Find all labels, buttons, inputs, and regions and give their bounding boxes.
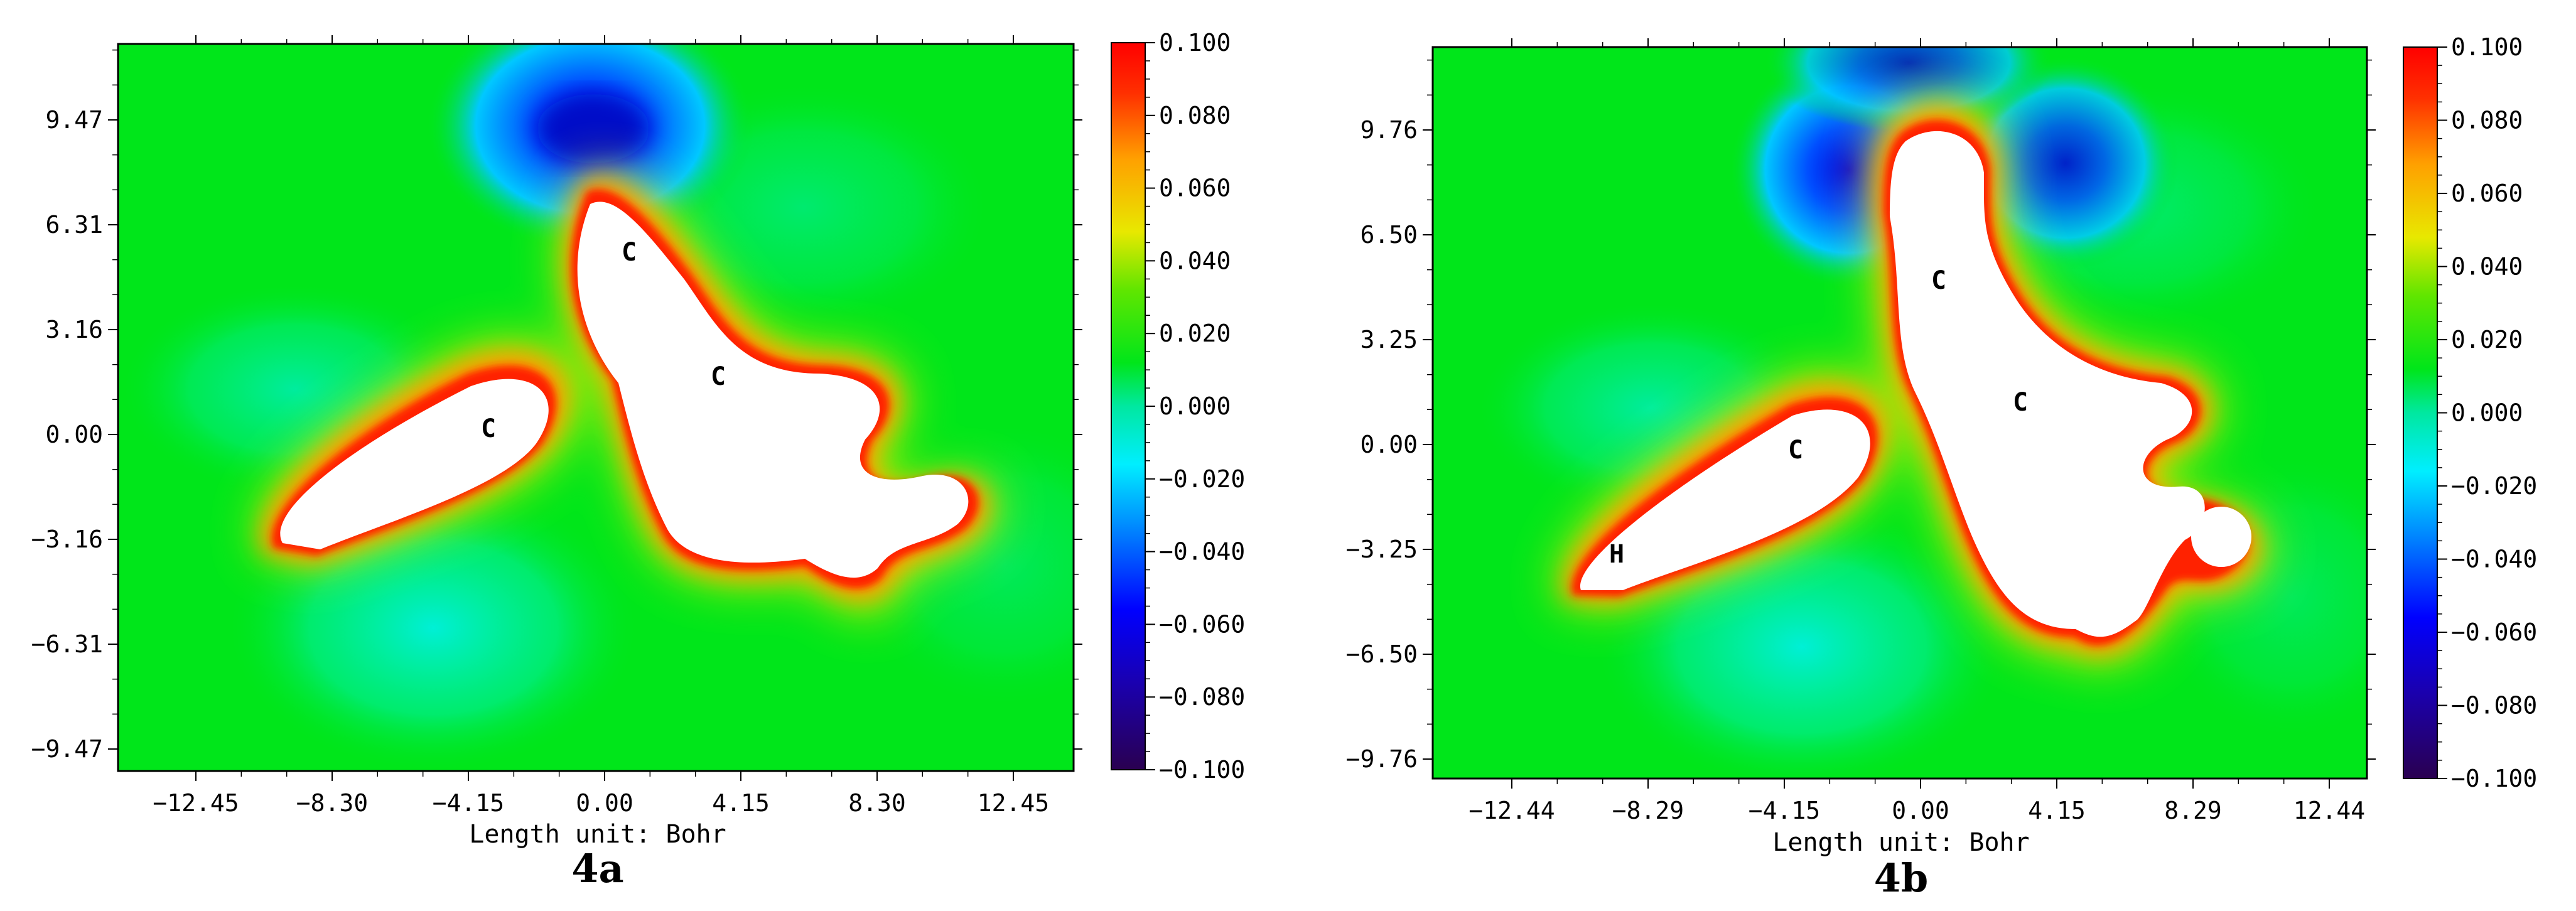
colorbar-tick-label: −0.080 (2451, 692, 2537, 720)
heatmap-4a (118, 44, 1074, 771)
x-tick-label: −8.29 (1612, 797, 1684, 824)
x-tick-label: 12.45 (978, 789, 1049, 817)
y-tick-label: 0.00 (45, 421, 103, 448)
colorbar-tick-label: −0.060 (2451, 618, 2537, 646)
y-tick-label: −3.16 (31, 526, 103, 553)
x-axis-label: Length unit: Bohr (1772, 828, 2029, 857)
colorbar-tick-label: 0.080 (1159, 102, 1231, 129)
atom-label: C (2013, 388, 2028, 417)
atom-label: C (481, 414, 496, 443)
white-zone-b (1580, 131, 2251, 637)
y-tick-label: −9.47 (31, 735, 103, 763)
atom-label: C (1788, 436, 1803, 465)
colorbar-4b (2403, 47, 2437, 779)
x-tick-label: 4.15 (2028, 797, 2086, 824)
x-tick-label: −4.15 (433, 789, 504, 817)
atom-label: H (1609, 540, 1624, 569)
x-axis-ticks-4a: −12.45 −8.30 −4.15 0.00 4.15 8.30 12.45 (153, 35, 1049, 817)
y-tick-label: 0.00 (1360, 431, 1418, 458)
x-tick-label: −12.44 (1469, 797, 1555, 824)
atom-label: C (622, 238, 637, 267)
x-tick-label: 0.00 (1892, 797, 1949, 824)
y-tick-label: −6.50 (1346, 640, 1418, 668)
colorbar-tick-label: 0.040 (2451, 253, 2523, 281)
white-zone-a (280, 202, 969, 578)
panel-4a: C C C 0.100 0.080 0.060 0.040 0.020 0.000 −0.0… (31, 29, 1246, 892)
colorbar-tick-label: 0.020 (2451, 326, 2523, 353)
y-tick-label: 6.50 (1360, 221, 1418, 249)
panel-caption: 4b (1874, 855, 1929, 901)
y-tick-label: 6.31 (45, 211, 103, 239)
colorbar-tick-label: −0.040 (2451, 546, 2537, 573)
y-tick-label: −6.31 (31, 630, 103, 658)
panel-caption: 4a (571, 846, 623, 892)
colorbar-tick-label: 0.060 (2451, 180, 2523, 207)
x-tick-label: 0.00 (576, 789, 633, 817)
colorbar-ticks-4a: 0.100 0.080 0.060 0.040 0.020 0.000 −0.020 −0.0… (1145, 29, 1245, 784)
colorbar-4a (1111, 43, 1145, 770)
colorbar-tick-label: −0.040 (1159, 538, 1245, 566)
colorbar-tick-label: −0.100 (1159, 756, 1245, 784)
y-tick-label: 9.47 (45, 106, 103, 134)
colorbar-tick-label: −0.020 (2451, 472, 2537, 500)
atom-label: C (1931, 266, 1946, 295)
x-axis-label: Length unit: Bohr (469, 820, 726, 849)
y-axis-ticks-4a: 9.47 6.31 3.16 0.00 −3.16 −6.31 −9.47 (31, 49, 1082, 763)
y-tick-label: 3.25 (1360, 326, 1418, 353)
colorbar-tick-label: −0.080 (1159, 683, 1245, 711)
x-tick-label: 8.30 (848, 789, 906, 817)
colorbar-tick-label: 0.080 (2451, 107, 2523, 134)
y-tick-label: −9.76 (1346, 745, 1418, 773)
colorbar-tick-label: −0.100 (2451, 765, 2537, 792)
colorbar-tick-label: 0.040 (1159, 247, 1231, 274)
x-tick-label: 12.44 (2293, 797, 2365, 824)
x-tick-label: −4.15 (1749, 797, 1820, 824)
y-axis-ticks-4b: 9.76 6.50 3.25 0.00 −3.25 −6.50 −9.76 (1346, 59, 2376, 773)
colorbar-tick-label: 0.100 (1159, 29, 1231, 57)
y-tick-label: −3.25 (1346, 536, 1418, 563)
colorbar-tick-label: 0.000 (1159, 392, 1231, 420)
y-tick-label: 3.16 (45, 316, 103, 343)
y-tick-label: 9.76 (1360, 116, 1418, 144)
heatmap-4b (1433, 47, 2367, 779)
colorbar-tick-label: 0.100 (2451, 33, 2523, 61)
x-tick-label: 4.15 (712, 789, 770, 817)
colorbar-tick-label: −0.060 (1159, 610, 1245, 638)
x-tick-label: −12.45 (153, 789, 239, 817)
plot-frame-4b (1431, 46, 2368, 780)
colorbar-ticks-4b: 0.100 0.080 0.060 0.040 0.020 0.000 −0.020 −0.0… (2437, 33, 2537, 792)
plot-frame-4a (117, 43, 1075, 772)
colorbar-tick-label: 0.000 (2451, 399, 2523, 427)
colorbar-tick-label: 0.060 (1159, 175, 1231, 202)
colorbar-tick-label: −0.020 (1159, 465, 1245, 493)
x-axis-ticks-4b: −12.44 −8.29 −4.15 0.00 4.15 8.29 12.44 (1469, 38, 2365, 824)
colorbar-tick-label: 0.020 (1159, 320, 1231, 347)
x-tick-label: 8.29 (2164, 797, 2222, 824)
atom-label: C (711, 362, 726, 391)
panel-4b: C C C H 0.100 0.080 0.060 0.040 0.020 0.000 −0… (1346, 33, 2538, 901)
x-tick-label: −8.30 (296, 789, 368, 817)
